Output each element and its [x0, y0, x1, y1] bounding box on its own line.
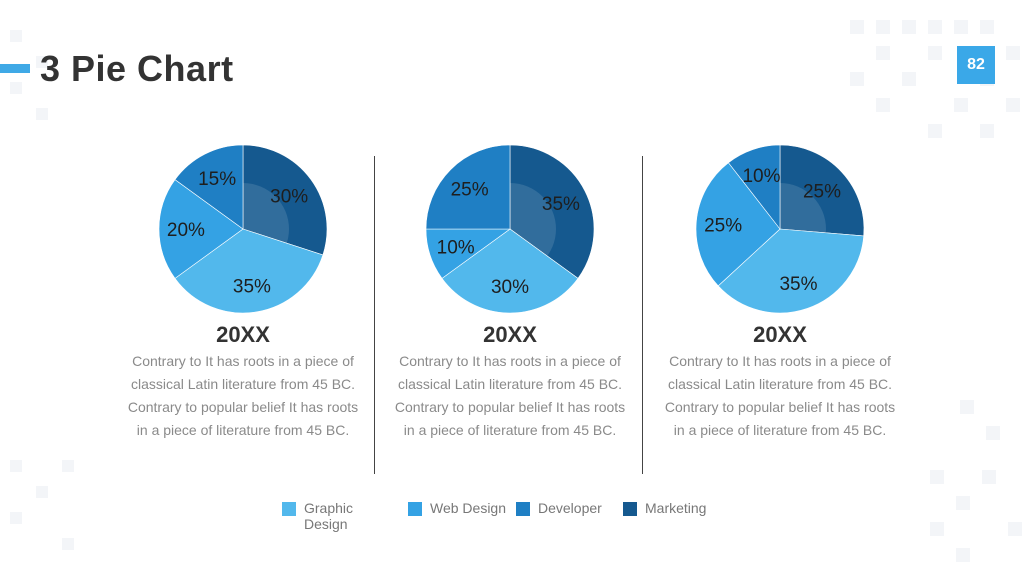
pie-2-year: 20XX [483, 322, 537, 347]
pie-slice-marketing [509, 144, 595, 279]
legend-item-graphic-design: Graphic Design [282, 500, 374, 532]
pie-data-label: 25% [704, 215, 742, 236]
legend-item-web-design: Web Design [408, 500, 506, 516]
pie-slice-marketing [779, 144, 865, 237]
pie-chart-2: 35% 30% 10% 25% [425, 144, 595, 314]
pie-slice-developer [425, 144, 511, 230]
legend-label: Web Design [430, 500, 507, 516]
bg-square [954, 20, 968, 34]
column-divider-1 [374, 156, 375, 474]
pie-slice-developer [727, 144, 781, 230]
legend-swatch [516, 502, 530, 516]
pie-data-label: 10% [742, 166, 780, 187]
pie-2-description: Contrary to It has roots in a piece of c… [394, 353, 626, 438]
legend-item-marketing: Marketing [623, 500, 706, 516]
pie-data-label: 25% [803, 181, 841, 202]
pie-data-label: 35% [542, 194, 580, 215]
page-number-badge: 82 [957, 46, 995, 84]
pie-data-label: 25% [451, 180, 489, 201]
pie-1-year: 20XX [216, 322, 270, 347]
bg-square [928, 20, 942, 34]
pie-slice-web-design [158, 179, 244, 279]
pie-3-year: 20XX [753, 322, 807, 347]
legend-label: Graphic Design [304, 500, 354, 532]
bg-square [956, 548, 970, 562]
bg-square [850, 20, 864, 34]
legend-swatch [408, 502, 422, 516]
pie-3-description: Contrary to It has roots in a piece of c… [664, 353, 896, 438]
pie-slice-graphic-design [174, 228, 324, 314]
chart-legend: Graphic Design Web Design Developer Mark… [0, 500, 1024, 540]
pie-data-label: 10% [437, 238, 475, 259]
bg-square [960, 400, 974, 414]
pie-slice-graphic-design [441, 228, 579, 314]
pie-slice-web-design [695, 162, 781, 287]
slide-title: 3 Pie Chart [40, 48, 234, 89]
pie-slice-marketing [242, 144, 328, 256]
bg-square [876, 20, 890, 34]
bg-square [876, 46, 890, 60]
pie-chart-1: 30% 35% 20% 15% [158, 144, 328, 314]
bg-square [62, 460, 74, 472]
bg-square [36, 108, 48, 120]
bg-square [980, 20, 994, 34]
pie-data-label: 15% [198, 169, 236, 190]
pie-1-description: Contrary to It has roots in a piece of c… [127, 353, 359, 438]
title-accent-bar [0, 64, 30, 73]
bg-square [928, 124, 942, 138]
bg-square [10, 82, 22, 94]
pie-data-label: 30% [270, 186, 308, 207]
legend-label: Marketing [645, 500, 707, 516]
pie-data-label: 35% [233, 276, 271, 297]
legend-swatch [282, 502, 296, 516]
bg-square [980, 124, 994, 138]
pie-data-label: 30% [491, 277, 529, 298]
bg-square [902, 20, 916, 34]
pie-chart-3: 25% 35% 25% 10% [695, 144, 865, 314]
bg-square [902, 72, 916, 86]
pie-slice-developer [174, 144, 244, 230]
bg-square [10, 460, 22, 472]
bg-square [1006, 98, 1020, 112]
bg-square [954, 98, 968, 112]
pie-data-label: 20% [167, 220, 205, 241]
bg-square [930, 470, 944, 484]
bg-square [986, 426, 1000, 440]
legend-item-developer: Developer [516, 500, 602, 516]
pie-slice-graphic-design [717, 228, 865, 314]
bg-square [10, 30, 22, 42]
legend-swatch [623, 502, 637, 516]
bg-square [982, 470, 996, 484]
bg-square [36, 486, 48, 498]
legend-label: Developer [538, 500, 602, 516]
bg-square [850, 72, 864, 86]
bg-square [876, 98, 890, 112]
column-divider-2 [642, 156, 643, 474]
pie-data-label: 35% [779, 274, 817, 295]
bg-square [1006, 46, 1020, 60]
bg-square [928, 46, 942, 60]
